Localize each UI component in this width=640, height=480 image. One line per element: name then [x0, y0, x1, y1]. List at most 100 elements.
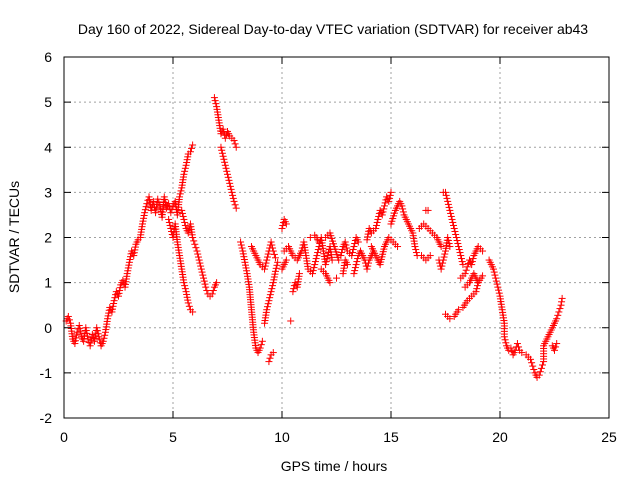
- data-point: [202, 283, 210, 291]
- data-point: [315, 238, 323, 246]
- data-point: [110, 297, 118, 305]
- data-point: [457, 252, 465, 260]
- data-point: [558, 298, 566, 306]
- data-point: [351, 237, 359, 245]
- data-point: [258, 337, 266, 345]
- data-point: [448, 215, 456, 223]
- data-point: [455, 243, 463, 251]
- data-point: [444, 234, 452, 241]
- data-point: [99, 337, 107, 345]
- data-point: [455, 306, 463, 314]
- data-point: [322, 261, 330, 269]
- data-point: [426, 252, 434, 260]
- data-point: [232, 143, 240, 151]
- data-point: [279, 218, 287, 226]
- data-point: [424, 206, 432, 214]
- y-tick-label: 6: [44, 49, 52, 65]
- data-point: [442, 191, 450, 199]
- data-point: [221, 134, 229, 142]
- data-point: [112, 291, 120, 299]
- data-point: [257, 341, 265, 349]
- data-point: [311, 261, 319, 269]
- data-point: [342, 241, 350, 249]
- data-point: [267, 238, 275, 246]
- data-point: [386, 191, 394, 199]
- data-point: [264, 300, 272, 308]
- x-tick-label: 15: [383, 429, 399, 445]
- data-point: [225, 176, 233, 184]
- data-point: [479, 247, 487, 255]
- data-point: [536, 368, 544, 376]
- data-point: [500, 333, 508, 341]
- data-point: [468, 258, 476, 266]
- data-point: [256, 344, 264, 352]
- data-point: [222, 164, 230, 172]
- data-point: [261, 265, 269, 273]
- data-point: [463, 263, 471, 271]
- data-point: [93, 327, 101, 335]
- data-point: [440, 253, 448, 261]
- data-point: [269, 247, 277, 255]
- data-point: [447, 209, 455, 217]
- data-point: [350, 270, 358, 278]
- data-point: [489, 265, 497, 273]
- data-point: [449, 221, 457, 229]
- y-tick-label: 1: [44, 275, 52, 291]
- data-point: [269, 282, 277, 290]
- data-point: [203, 287, 211, 295]
- data-point: [290, 285, 298, 293]
- data-point: [217, 143, 225, 151]
- data-point: [223, 167, 231, 175]
- data-point: [439, 256, 447, 264]
- data-point: [333, 274, 340, 282]
- data-point: [193, 247, 201, 255]
- data-point: [314, 249, 322, 257]
- data-point: [226, 179, 234, 187]
- data-point: [221, 161, 229, 169]
- data-point: [553, 340, 561, 348]
- data-point: [387, 188, 395, 196]
- x-tick-label: 25: [601, 429, 617, 445]
- y-tick-label: 2: [44, 230, 52, 246]
- data-point: [452, 230, 460, 238]
- data-point: [238, 244, 246, 252]
- data-point: [449, 218, 457, 226]
- data-point: [343, 244, 351, 252]
- x-tick-label: 20: [492, 429, 508, 445]
- data-point: [312, 255, 320, 263]
- data-point: [552, 343, 560, 351]
- data-point: [349, 246, 357, 254]
- data-point: [539, 361, 547, 369]
- data-point: [351, 240, 359, 248]
- data-point: [445, 240, 453, 248]
- data-point: [450, 224, 458, 232]
- chart-title: Day 160 of 2022, Sidereal Day-to-day VTE…: [78, 21, 588, 37]
- data-point: [386, 194, 394, 202]
- data-point: [469, 255, 477, 263]
- data-point: [184, 299, 192, 307]
- data-point: [394, 243, 402, 251]
- data-point: [188, 144, 196, 152]
- data-point: [444, 237, 452, 245]
- data-point: [375, 209, 383, 217]
- data-point: [379, 208, 387, 216]
- data-point: [343, 261, 351, 269]
- data-point: [515, 343, 523, 351]
- data-point: [456, 249, 464, 257]
- data-point: [399, 205, 407, 213]
- data-point: [372, 224, 380, 232]
- data-point: [412, 246, 420, 254]
- data-point: [218, 146, 226, 154]
- data-point: [399, 208, 407, 216]
- data-point: [363, 265, 371, 273]
- data-point: [219, 152, 227, 160]
- data-point: [479, 272, 487, 280]
- data-point: [351, 267, 359, 275]
- data-point: [381, 199, 389, 207]
- data-point: [350, 243, 358, 251]
- data-point: [95, 333, 103, 341]
- data-point: [185, 302, 193, 310]
- data-point: [208, 290, 216, 298]
- axis-ticks: [63, 56, 610, 419]
